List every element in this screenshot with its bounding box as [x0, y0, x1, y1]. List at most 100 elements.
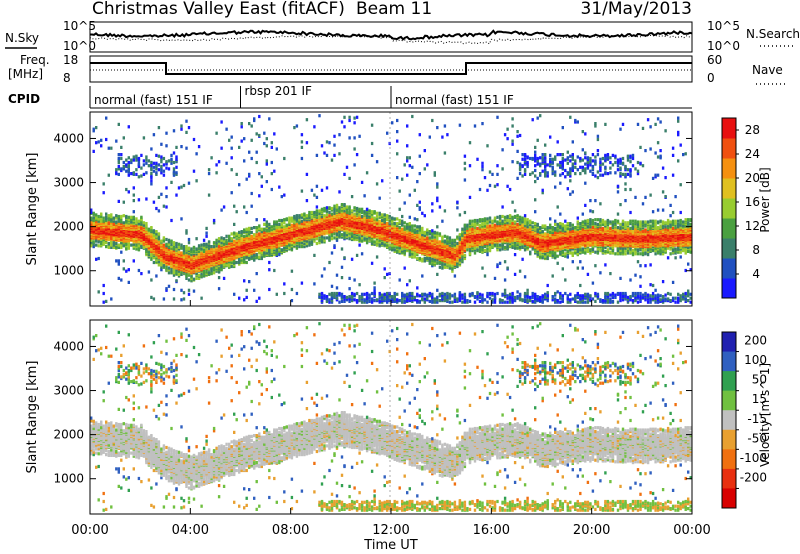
- power-cell: [383, 267, 386, 271]
- power-cell: [383, 243, 386, 247]
- power-cell: [265, 229, 268, 233]
- power-cell: [340, 120, 344, 124]
- power-cell: [170, 239, 173, 243]
- power-cell: [165, 287, 168, 291]
- power-cell: [343, 299, 346, 303]
- power-cell: [411, 296, 414, 300]
- power-cell: [225, 161, 228, 165]
- power-cell: [200, 243, 203, 247]
- power-cell: [172, 287, 176, 292]
- power-cell: [117, 160, 120, 165]
- power-cell: [340, 233, 344, 237]
- power-cell: [220, 264, 223, 268]
- power-cell: [370, 297, 374, 301]
- power-cell: [162, 204, 166, 208]
- power-cell: [323, 214, 326, 218]
- power-cell: [217, 160, 221, 164]
- power-cell: [340, 235, 344, 239]
- power-cell: [155, 161, 158, 165]
- power-cell: [125, 158, 128, 162]
- power-cell: [230, 191, 233, 195]
- power-cell: [132, 246, 135, 250]
- power-cell: [343, 125, 346, 129]
- power-cell: [393, 248, 396, 252]
- power-cell: [220, 120, 223, 124]
- power-cell: [112, 243, 115, 247]
- power-cell: [330, 237, 334, 241]
- power-cell: [202, 269, 206, 273]
- power-cell: [210, 247, 213, 251]
- power-cell: [260, 251, 263, 255]
- power-cell: [92, 211, 95, 215]
- power-cell: [97, 217, 100, 221]
- power-cell: [255, 160, 258, 165]
- power-cell: [112, 245, 115, 249]
- power-cell: [418, 172, 421, 176]
- power-cell: [325, 209, 329, 213]
- power-cell: [162, 236, 166, 240]
- power-cell: [132, 215, 135, 219]
- power-cell: [373, 291, 376, 296]
- power-cell: [363, 194, 366, 198]
- power-cell: [90, 216, 93, 220]
- power-cell: [160, 157, 163, 161]
- power-cell: [431, 209, 434, 213]
- power-cell: [313, 125, 316, 129]
- power-cell: [340, 299, 344, 303]
- power-cell: [386, 222, 389, 226]
- power-cell: [200, 296, 203, 300]
- power-cell: [210, 245, 213, 249]
- power-cell: [265, 222, 268, 226]
- power-cell: [117, 243, 120, 247]
- power-cell: [358, 213, 361, 217]
- power-cell: [348, 287, 351, 291]
- power-cell: [185, 250, 188, 254]
- power-cell: [145, 222, 148, 226]
- power-cell: [192, 277, 196, 281]
- power-cell: [165, 242, 168, 246]
- power-cell: [418, 133, 421, 137]
- power-cell: [135, 219, 138, 223]
- power-cell: [303, 241, 306, 246]
- power-cell: [182, 245, 186, 249]
- power-cell: [145, 171, 148, 175]
- power-cell: [167, 238, 171, 242]
- power-cell: [363, 215, 366, 219]
- power-cell: [240, 122, 243, 126]
- power-cell: [160, 155, 163, 159]
- power-cell: [135, 168, 138, 172]
- power-cell: [150, 168, 153, 172]
- power-cell: [120, 241, 123, 245]
- power-cell: [202, 242, 206, 246]
- power-cell: [245, 230, 248, 234]
- power-cell: [212, 246, 216, 250]
- power-cell: [403, 221, 406, 225]
- power-cell: [315, 184, 319, 188]
- power-cell: [411, 165, 414, 169]
- power-cell: [423, 237, 426, 241]
- power-cell: [150, 147, 153, 151]
- power-cell: [428, 135, 431, 139]
- power-cell: [423, 292, 426, 296]
- power-cell: [270, 160, 273, 165]
- power-cell: [172, 245, 176, 249]
- power-cell: [365, 291, 369, 296]
- power-cell: [238, 230, 241, 234]
- power-cell: [137, 222, 141, 226]
- power-cell: [212, 271, 216, 275]
- power-cell: [172, 173, 176, 177]
- power-cell: [260, 227, 263, 231]
- power-cell: [248, 280, 251, 284]
- power-cell: [100, 138, 103, 142]
- power-cell: [423, 300, 426, 304]
- power-cell: [265, 249, 268, 253]
- power-cell: [273, 169, 276, 173]
- power-cell: [378, 196, 381, 200]
- power-cell: [315, 205, 319, 209]
- power-cell: [300, 133, 304, 137]
- power-cell: [157, 260, 161, 264]
- power-cell: [428, 232, 431, 236]
- power-cell: [350, 209, 354, 213]
- power-cell: [348, 299, 351, 303]
- power-cell: [215, 241, 218, 245]
